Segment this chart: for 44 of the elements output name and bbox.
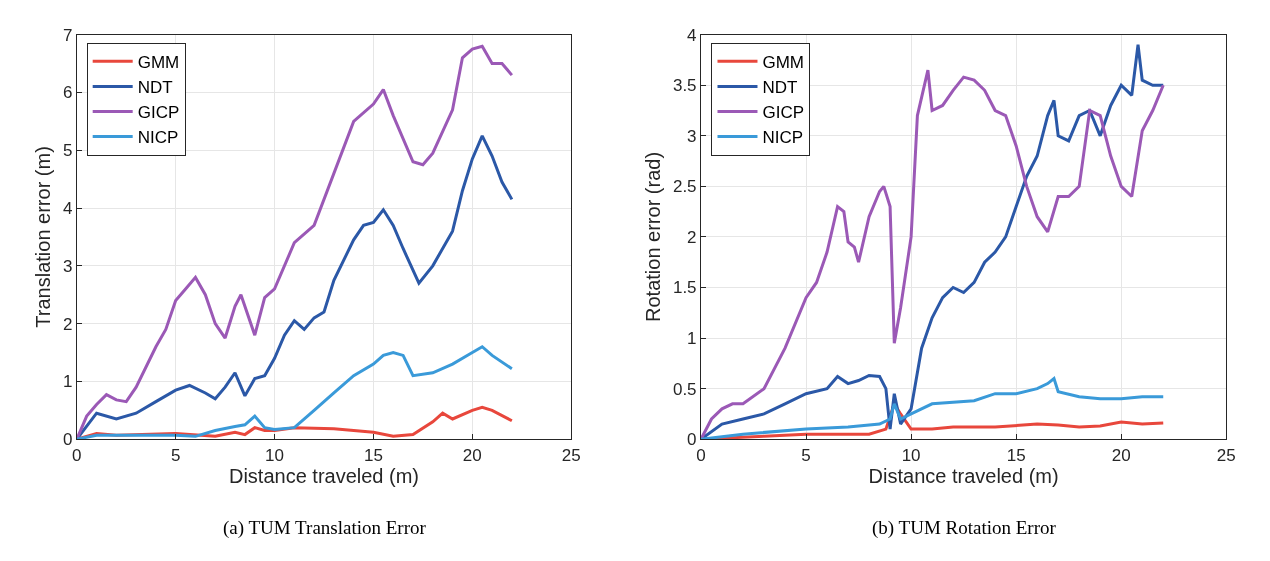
x-tick-label: 10 [901, 445, 921, 465]
x-axis-title: Distance traveled (m) [868, 464, 1059, 487]
text: (a) TUM Translation Error [223, 517, 427, 539]
y-tick-label: 4 [62, 198, 73, 218]
legend-label: GICP [762, 103, 805, 123]
y-tick-label: 1 [687, 329, 697, 349]
legend-label: NDT [137, 78, 173, 98]
line-series [76, 345, 514, 440]
y-tick-label: 6 [62, 83, 73, 103]
y-tick-label: 4 [687, 25, 697, 45]
y-tick-label: 1.5 [672, 278, 697, 298]
x-tick-label: 5 [170, 445, 181, 465]
x-tick-label: 15 [1006, 445, 1026, 465]
x-tick-label: 25 [1216, 445, 1236, 465]
x-tick-label: 25 [561, 445, 581, 465]
legend-label: GMM [762, 52, 805, 72]
line-series [700, 377, 1165, 440]
y-tick-label: 7 [62, 25, 73, 45]
legend-label: GICP [137, 103, 180, 123]
y-axis-title: Rotation error (rad) [642, 151, 665, 322]
legend-label: NICP [762, 128, 804, 148]
x-tick-label: 15 [363, 445, 383, 465]
x-tick-label: 20 [1111, 445, 1131, 465]
y-tick-label: 3 [62, 256, 73, 276]
y-tick-label: 5 [62, 141, 73, 161]
y-tick-label: 1 [62, 372, 73, 392]
y-axis-title: Translation error (m) [32, 146, 55, 328]
y-tick-label: 2 [687, 227, 697, 247]
y-tick-label: 0 [687, 430, 697, 450]
legend-label: NDT [762, 78, 798, 98]
legend-label: NICP [137, 128, 179, 148]
x-tick-label: 20 [462, 445, 482, 465]
x-axis-title: Distance traveled (m) [228, 464, 420, 487]
legend-label: GMM [137, 52, 180, 72]
y-tick-label: 3 [687, 126, 697, 146]
x-tick-label: 5 [801, 445, 811, 465]
y-tick-label: 2.5 [672, 177, 697, 197]
y-tick-label: 3.5 [672, 76, 697, 96]
y-tick-label: 0.5 [672, 379, 697, 399]
x-tick-label: 10 [265, 445, 285, 465]
y-tick-label: 0 [62, 430, 73, 450]
y-tick-label: 2 [62, 314, 73, 334]
text: (b) TUM Rotation Error [872, 517, 1057, 539]
line-series [76, 44, 514, 440]
